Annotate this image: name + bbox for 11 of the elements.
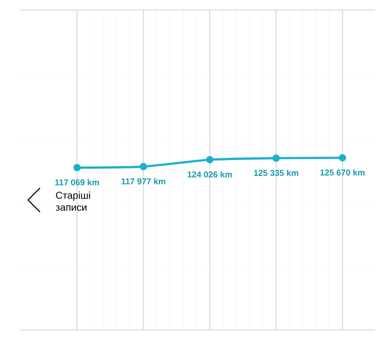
point [73, 164, 81, 172]
point [206, 156, 214, 164]
annotation: Старіші записи [56, 192, 90, 211]
point [272, 154, 280, 162]
point [140, 162, 148, 170]
data-label: 125 335 km [254, 170, 298, 176]
data-label: 125 670 km [320, 169, 365, 176]
point [338, 154, 346, 162]
data-label: 117 069 km [55, 179, 99, 186]
data-label: 117 977 km [122, 178, 166, 184]
data-label: 124 026 km [188, 171, 232, 178]
